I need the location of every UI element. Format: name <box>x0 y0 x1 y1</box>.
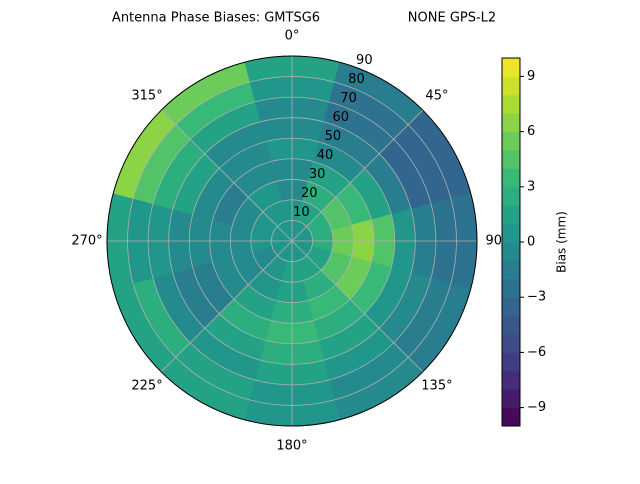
polar-frame <box>106 55 478 427</box>
colorbar-tick-label: 9 <box>527 69 535 84</box>
colorbar-tick-label: 3 <box>527 179 535 194</box>
colorbar-band <box>502 113 520 133</box>
r-tick-label: 50 <box>325 129 342 144</box>
colorbar-tick-label: −3 <box>527 290 546 305</box>
colorbar-band <box>502 131 520 151</box>
colorbar-tick-label: −9 <box>527 400 546 415</box>
theta-tick-label: 45° <box>425 89 448 104</box>
r-tick-label: 20 <box>301 186 318 201</box>
colorbar-band <box>502 150 520 169</box>
r-tick-label: 30 <box>309 167 326 182</box>
colorbar-label: Bias (mm) <box>555 211 569 273</box>
theta-tick-label: 180° <box>276 439 307 454</box>
colorbar-band <box>502 334 520 353</box>
colorbar-band <box>502 315 520 335</box>
r-tick-label: 10 <box>293 205 310 220</box>
colorbar-band <box>502 223 520 243</box>
colorbar-band <box>502 278 520 298</box>
colorbar-band <box>502 94 520 114</box>
colorbar-band <box>502 76 520 96</box>
theta-tick-label: 315° <box>131 89 162 104</box>
theta-tick-label: 135° <box>421 378 452 393</box>
colorbar-band <box>502 58 520 77</box>
r-tick-label: 90 <box>356 53 373 68</box>
grid-spoke <box>160 240 293 373</box>
colorbar-band <box>502 370 520 390</box>
colorbar-band <box>502 352 520 372</box>
colorbar-band <box>502 168 520 188</box>
chart-subtitle: NONE GPS-L2 <box>408 11 496 26</box>
colorbar-band <box>502 205 520 225</box>
colorbar-band <box>502 389 520 409</box>
grid-spoke <box>160 109 293 242</box>
grid-spoke <box>291 109 424 242</box>
colorbar-band <box>502 242 520 261</box>
colorbar-band <box>502 297 520 317</box>
colorbar-band <box>502 260 520 280</box>
r-tick-label: 60 <box>332 110 349 125</box>
colorbar-tick-label: 6 <box>527 124 535 139</box>
colorbar-tick-label: 0 <box>527 235 535 250</box>
chart-title: Antenna Phase Biases: GMTSG6 <box>112 11 320 26</box>
theta-tick-label: 225° <box>131 378 162 393</box>
theta-tick-label: 0° <box>285 29 300 44</box>
colorbar-tick-label: −6 <box>527 345 546 360</box>
r-tick-label: 40 <box>317 148 334 163</box>
r-tick-label: 80 <box>348 72 365 87</box>
grid-spoke <box>291 240 424 373</box>
r-tick-label: 70 <box>340 91 357 106</box>
colorbar-band <box>502 186 520 206</box>
colorbar-band <box>502 407 520 427</box>
theta-tick-label: 270° <box>71 234 102 249</box>
